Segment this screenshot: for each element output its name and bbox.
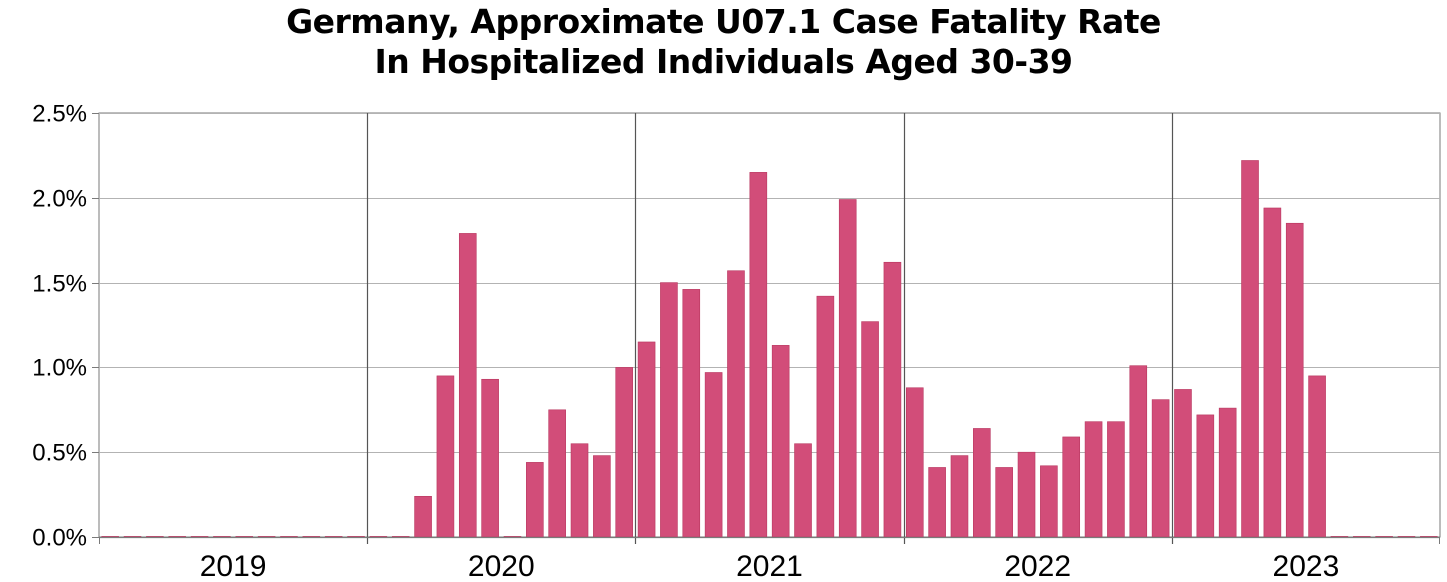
bar	[883, 261, 902, 538]
chart-title: Germany, Approximate U07.1 Case Fatality…	[0, 2, 1447, 82]
bar	[660, 282, 678, 538]
bar	[414, 495, 432, 538]
bar	[928, 467, 946, 538]
axes	[92, 113, 1440, 544]
x-tick-label: 2019	[200, 550, 267, 582]
y-tick-label: 2.0%	[32, 186, 87, 213]
y-tick-label: 1.5%	[32, 271, 87, 298]
bar	[1218, 407, 1237, 538]
bars	[101, 160, 1438, 538]
bar	[727, 270, 745, 538]
y-axis-tick-labels: 0.0% 0.5% 1.0% 1.5% 2.0% 2.5%	[32, 101, 87, 552]
bar	[637, 341, 656, 538]
chart-title-line-2: In Hospitalized Individuals Aged 30-39	[374, 42, 1073, 81]
gridlines	[98, 112, 1441, 544]
bar	[1151, 399, 1170, 538]
bar	[838, 199, 857, 538]
bar	[1084, 421, 1103, 538]
bar	[1062, 436, 1081, 538]
bar	[771, 345, 790, 538]
bar	[1040, 465, 1058, 538]
bar	[526, 462, 544, 538]
bar	[1107, 421, 1125, 538]
bar	[1017, 451, 1036, 538]
bar	[794, 443, 812, 538]
bar	[682, 289, 701, 538]
bar	[481, 378, 499, 538]
bar	[1174, 389, 1192, 538]
y-tick-label: 2.5%	[32, 101, 87, 128]
bar	[973, 428, 991, 538]
bar	[570, 443, 589, 538]
bar	[1241, 160, 1259, 538]
x-tick-label: 2021	[736, 550, 803, 582]
bar	[1196, 414, 1215, 538]
bar	[1263, 207, 1282, 538]
bar	[861, 321, 879, 538]
x-tick-label: 2023	[1273, 550, 1340, 582]
y-tick-label: 0.5%	[32, 440, 87, 467]
bar	[749, 172, 768, 538]
plot-area	[98, 112, 1441, 538]
bar	[436, 375, 455, 538]
y-tick-label: 1.0%	[32, 355, 87, 382]
bar	[995, 467, 1013, 538]
bar	[950, 455, 969, 538]
bar	[593, 455, 611, 538]
bar	[548, 409, 566, 538]
x-axis-tick-labels: 2019 2020 2021 2022 2023	[200, 550, 1340, 582]
bar	[704, 372, 723, 538]
bar	[1308, 375, 1326, 538]
bar	[615, 367, 634, 538]
bar	[1129, 365, 1148, 538]
bar	[1285, 222, 1304, 538]
bar	[905, 387, 924, 538]
chart-title-line-1: Germany, Approximate U07.1 Case Fatality…	[286, 2, 1161, 41]
x-tick-label: 2022	[1004, 550, 1071, 582]
bar	[816, 295, 835, 538]
x-tick-label: 2020	[468, 550, 535, 582]
y-tick-label: 0.0%	[32, 525, 87, 552]
bar	[458, 233, 477, 538]
